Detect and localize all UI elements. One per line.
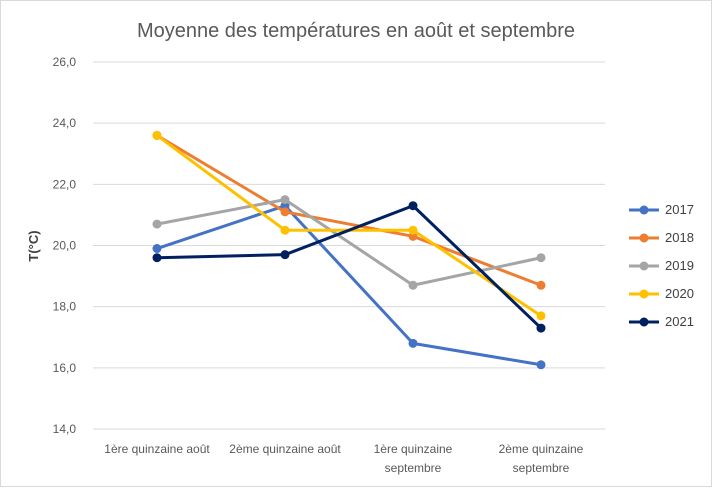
legend-item: 2019 (629, 258, 694, 273)
y-axis-ticks: 14,0 16,0 18,0 20,0 22,0 24,0 26,0 (53, 55, 77, 436)
legend-swatch-marker (639, 233, 649, 243)
gridlines (93, 61, 605, 430)
y-tick-label: 18,0 (53, 300, 77, 314)
y-tick-label: 22,0 (53, 177, 77, 191)
legend-item: 2020 (629, 286, 694, 301)
series-2020 (152, 130, 546, 321)
legend-label: 2020 (665, 286, 694, 301)
data-point (536, 311, 546, 321)
legend: 2017 2018 2019 2020 2021 (629, 202, 694, 329)
series-line (156, 204, 543, 330)
series-line (156, 134, 542, 318)
data-point (280, 207, 290, 217)
series-2018 (152, 130, 546, 290)
chart-title: Moyenne des températures en août et sept… (137, 20, 575, 42)
x-tick-label: 2ème quinzaine septembre (499, 442, 584, 475)
data-point (152, 130, 162, 140)
legend-item: 2017 (629, 202, 694, 217)
legend-label: 2021 (665, 314, 694, 329)
x-tick-label: 2ème quinzaine août (229, 442, 341, 456)
data-point (152, 219, 162, 229)
data-point (536, 360, 546, 370)
series-line (156, 134, 542, 287)
data-point (280, 250, 290, 260)
legend-swatch-marker (639, 317, 649, 327)
data-point (152, 253, 162, 263)
legend-label: 2019 (665, 258, 694, 273)
legend-swatch-marker (639, 205, 649, 215)
legend-label: 2018 (665, 230, 694, 245)
y-tick-label: 24,0 (53, 116, 77, 130)
data-point (152, 244, 162, 254)
data-point (280, 195, 290, 205)
series-2021 (152, 201, 546, 333)
legend-swatch-marker (639, 261, 649, 271)
legend-label: 2017 (665, 202, 694, 217)
data-point (280, 225, 290, 235)
y-tick-label: 16,0 (53, 361, 77, 375)
y-tick-label: 26,0 (53, 55, 77, 69)
data-point (408, 338, 418, 348)
x-tick-label: 1ère quinzaine août (104, 442, 210, 456)
data-point (408, 201, 418, 211)
data-point (536, 253, 546, 263)
series-line (156, 204, 542, 367)
series-2017 (152, 201, 546, 370)
x-axis-ticks: 1ère quinzaine août 2ème quinzaine août 1è… (104, 442, 583, 475)
data-point (536, 323, 546, 333)
y-tick-label: 14,0 (53, 422, 77, 436)
data-point (408, 225, 418, 235)
legend-item: 2021 (629, 314, 694, 329)
y-tick-label: 20,0 (53, 239, 77, 253)
data-point (536, 280, 546, 290)
y-axis-label: T(°C) (26, 230, 41, 261)
legend-item: 2018 (629, 230, 694, 245)
x-tick-label: 1ère quinzaine septembre (374, 442, 453, 475)
legend-swatch-marker (639, 289, 649, 299)
data-point (408, 280, 418, 290)
series-lines (152, 130, 546, 370)
